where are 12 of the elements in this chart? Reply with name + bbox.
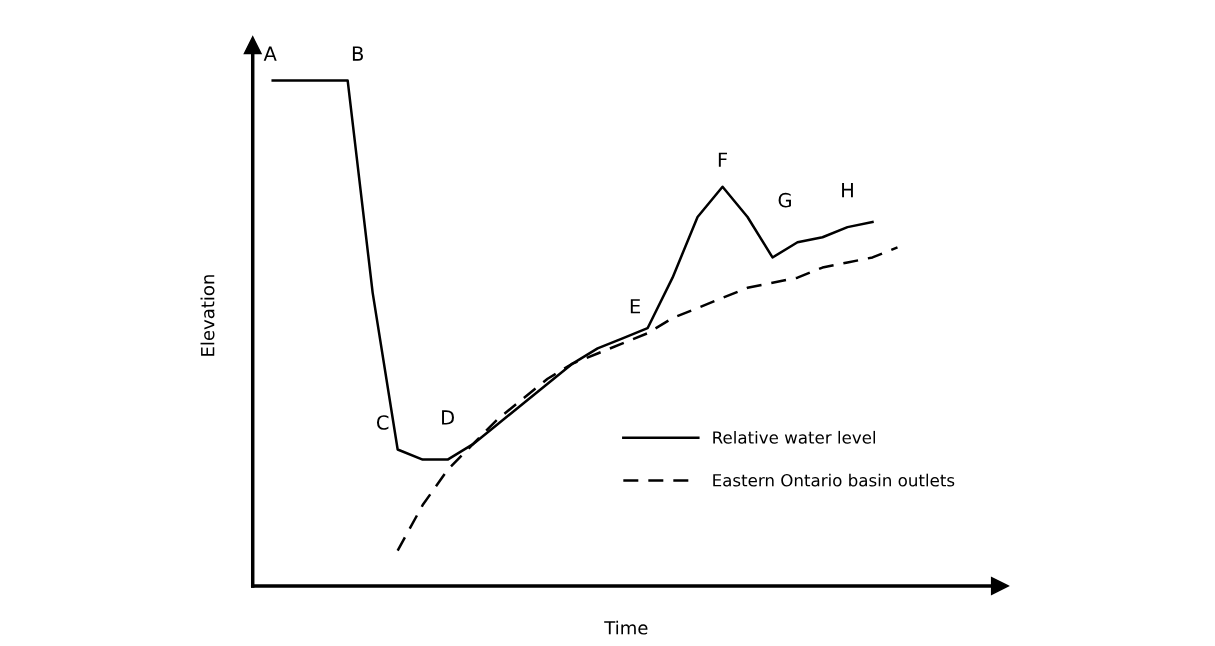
annotation: C	[376, 415, 389, 430]
annotation: E	[630, 299, 640, 314]
text: B	[352, 46, 363, 61]
x-axis-title: Time	[604, 620, 648, 635]
legend-label: Relative water level	[713, 430, 876, 444]
annotation: G	[778, 192, 791, 208]
annotation: F	[718, 152, 728, 167]
y-axis-title: Elevation	[200, 275, 215, 356]
legend-label: Eastern Ontario basin outlets	[713, 473, 955, 487]
text: A	[263, 46, 277, 61]
annotation: D	[442, 410, 454, 425]
annotation: H	[842, 182, 853, 198]
